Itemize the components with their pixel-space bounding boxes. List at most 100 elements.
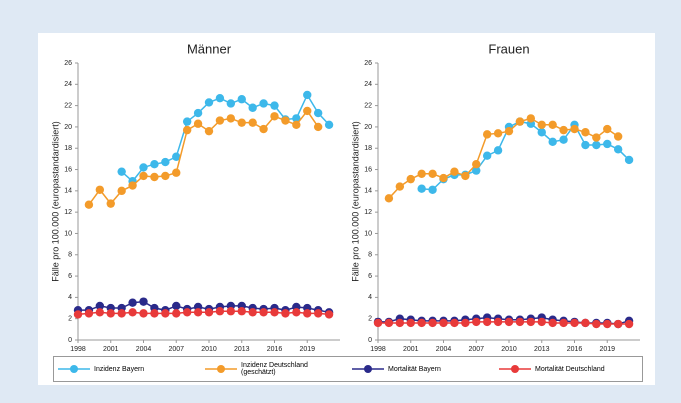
legend-marker	[364, 365, 372, 373]
y-tick-label: 18	[64, 145, 72, 152]
data-point	[204, 126, 214, 136]
data-point	[106, 309, 115, 318]
data-point	[592, 140, 601, 150]
data-point	[193, 119, 203, 128]
x-tick-label: 1998	[70, 346, 86, 353]
data-point	[237, 307, 246, 316]
data-point	[237, 118, 246, 127]
data-point	[248, 103, 257, 112]
data-point	[150, 309, 159, 318]
data-point	[259, 308, 268, 317]
data-point	[592, 319, 601, 329]
x-tick-label: 2004	[136, 346, 152, 353]
data-point	[215, 93, 225, 103]
x-tick-label: 2019	[599, 346, 615, 353]
data-point	[292, 114, 301, 123]
data-point	[548, 120, 557, 129]
y-tick-label: 4	[368, 294, 372, 301]
data-point	[428, 318, 437, 328]
data-point	[324, 120, 334, 129]
x-tick-label: 2016	[567, 346, 583, 353]
data-point	[548, 137, 557, 147]
x-tick-label: 2007	[168, 346, 184, 353]
data-point	[204, 98, 214, 107]
data-point	[117, 309, 126, 318]
data-point	[226, 307, 236, 316]
data-point	[428, 169, 437, 178]
legend-label: Inzidenz Bayern	[94, 365, 145, 373]
x-tick-label: 2007	[468, 346, 484, 353]
legend-marker	[217, 365, 225, 373]
data-point	[150, 172, 159, 182]
data-point	[472, 317, 481, 327]
data-point	[613, 132, 623, 141]
data-point	[281, 309, 290, 318]
data-point	[303, 309, 312, 318]
data-point	[493, 146, 503, 155]
y-tick-label: 0	[68, 337, 72, 344]
data-point	[215, 116, 225, 125]
y-tick-label: 4	[68, 294, 72, 301]
y-tick-label: 2	[68, 316, 72, 323]
data-point	[324, 310, 334, 319]
data-point	[603, 139, 612, 149]
data-point	[128, 298, 137, 307]
y-tick-label: 26	[64, 60, 72, 67]
data-point	[204, 308, 214, 317]
y-tick-label: 14	[364, 188, 372, 195]
data-point	[95, 301, 105, 311]
y-tick-label: 26	[364, 60, 372, 67]
data-point	[139, 309, 148, 318]
data-point	[603, 124, 612, 134]
y-tick-label: 20	[364, 124, 372, 131]
data-point	[161, 309, 170, 318]
data-point	[161, 171, 170, 181]
data-point	[581, 140, 590, 150]
data-point	[603, 319, 612, 329]
data-point	[417, 318, 426, 328]
data-point	[417, 169, 426, 178]
data-point	[581, 128, 590, 137]
data-point	[450, 167, 459, 176]
data-point	[161, 157, 170, 167]
data-point	[150, 160, 159, 169]
data-point	[193, 108, 203, 118]
data-point	[613, 319, 623, 329]
data-point	[439, 318, 448, 328]
x-tick-label: 2010	[201, 346, 217, 353]
legend-icon	[499, 365, 531, 373]
data-point	[182, 125, 192, 135]
data-point	[592, 133, 601, 142]
y-tick-label: 2	[368, 316, 372, 323]
x-tick-label: 2016	[267, 346, 283, 353]
x-tick-label: 2001	[103, 346, 119, 353]
data-point	[226, 114, 236, 123]
data-point	[313, 309, 323, 318]
data-point	[570, 318, 579, 328]
y-tick-label: 16	[364, 166, 372, 173]
x-tick-label: 2001	[403, 346, 419, 353]
data-point	[493, 129, 503, 138]
data-point	[172, 168, 181, 177]
legend-item: Inzidenz Deutschland (geschätzt)	[201, 362, 348, 376]
data-point	[172, 152, 181, 161]
y-axis-label: Fälle pro 100.000 (europastandardisiert)	[50, 121, 60, 282]
data-point	[493, 317, 503, 327]
data-point	[613, 145, 623, 154]
y-tick-label: 8	[368, 252, 372, 259]
x-tick-label: 2013	[234, 346, 250, 353]
y-tick-label: 10	[364, 230, 372, 237]
y-tick-label: 14	[64, 188, 72, 195]
y-tick-label: 24	[64, 81, 72, 88]
data-point	[526, 317, 536, 327]
x-tick-label: 2013	[534, 346, 550, 353]
data-point	[406, 174, 415, 184]
y-tick-label: 20	[64, 124, 72, 131]
series-line	[121, 93, 330, 183]
x-tick-label: 2010	[501, 346, 517, 353]
legend-item: Inzidenz Bayern	[54, 363, 201, 375]
data-point	[259, 99, 268, 108]
data-point	[559, 125, 568, 135]
